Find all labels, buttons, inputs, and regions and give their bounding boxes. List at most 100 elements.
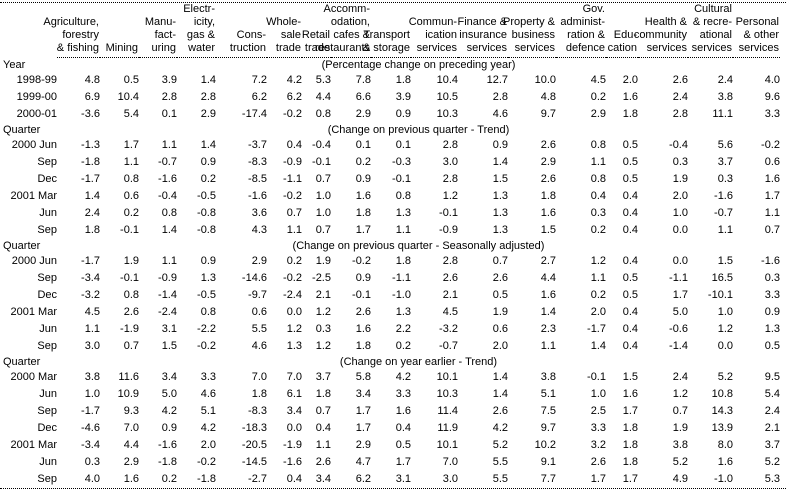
value-cell-construction: 1.8: [251, 388, 267, 400]
column-header-line: insurance: [459, 29, 507, 41]
value-cell-gov-administration-defence: 1.2: [590, 255, 606, 267]
section-header-row: Quarter (Change on previous quarter - Sea…: [0, 239, 780, 253]
value-cell-education: 0.4: [622, 207, 638, 219]
value-cell-health-community-services: 2.6: [672, 74, 688, 86]
value-cell-wholesale-trade: -0.2: [283, 108, 302, 120]
value-cell-education: 1.8: [622, 456, 638, 468]
value-cell-wholesale-trade: 1.1: [286, 224, 302, 236]
value-cell-retail-trade: 1.2: [315, 306, 331, 318]
value-cell-education: 2.0: [622, 74, 638, 86]
value-cell-agriculture-forestry-fishing: 1.0: [84, 388, 100, 400]
column-header-line: Health &: [644, 16, 687, 28]
value-cell-cultural-recreational-services: 10.8: [711, 388, 733, 400]
value-cell-wholesale-trade: -0.9: [283, 156, 302, 168]
value-cell-property-business-services: 4.4: [540, 272, 556, 284]
value-cell-health-community-services: 5.0: [672, 306, 688, 318]
column-header-line: community: [633, 29, 687, 41]
table-row: Jun 1.0 10.9 5.0 4.6 1.8 6.1 1.8 3.4 3.3 10.3 1.4 5.…: [0, 386, 780, 403]
value-cell-finance-insurance-services: 2.8: [492, 91, 508, 103]
row-label: 1998-99: [16, 74, 57, 86]
value-cell-communication-services: -0.9: [439, 224, 458, 236]
value-cell-gov-administration-defence: 1.4: [590, 340, 606, 352]
column-header-line: sale: [280, 29, 301, 41]
value-cell-retail-trade: -0.4: [312, 139, 331, 151]
value-cell-gov-administration-defence: 2.0: [590, 306, 606, 318]
column-header-row: Agriculture, forestry & fishing Mining Manu-…: [0, 3, 780, 58]
row-label: Jun: [39, 207, 57, 219]
value-cell-construction: -9.7: [248, 289, 267, 301]
value-cell-accommodation-cafes-restaurants: 0.1: [355, 139, 371, 151]
value-cell-electricity-gas-water: 4.6: [200, 388, 216, 400]
value-cell-finance-insurance-services: 2.6: [492, 272, 508, 284]
value-cell-electricity-gas-water: -0.2: [197, 340, 216, 352]
row-label: Jun: [39, 456, 57, 468]
value-cell-communication-services: 7.0: [442, 456, 458, 468]
row-label: 1999-00: [16, 91, 57, 103]
value-cell-health-community-services: 1.9: [672, 422, 688, 434]
value-cell-agriculture-forestry-fishing: 1.8: [84, 224, 100, 236]
value-cell-agriculture-forestry-fishing: -4.6: [81, 422, 100, 434]
value-cell-property-business-services: 5.1: [540, 388, 556, 400]
value-cell-electricity-gas-water: 0.2: [200, 173, 216, 185]
value-cell-wholesale-trade: -1.6: [283, 456, 302, 468]
value-cell-health-community-services: 1.9: [672, 173, 688, 185]
value-cell-agriculture-forestry-fishing: 1.1: [84, 323, 100, 335]
value-cell-cultural-recreational-services: 1.5: [717, 255, 733, 267]
column-header-label: Health & community services: [634, 16, 687, 55]
value-cell-property-business-services: 9.7: [540, 108, 556, 120]
value-cell-health-community-services: 1.7: [672, 289, 688, 301]
table-row: Sep 3.0 0.7 1.5 -0.2 4.6 1.3 1.2 1.8 0.2 -0.7 2.0 1.…: [0, 338, 780, 355]
value-cell-health-community-services: -0.4: [669, 139, 688, 151]
table-row: 2001 Mar 1.4 0.6 -0.4 -0.5 -1.6 -0.2 1.0 1.6 0.8 1…: [0, 188, 780, 205]
value-cell-finance-insurance-services: 1.9: [492, 306, 508, 318]
value-cell-education: 0.4: [622, 323, 638, 335]
value-cell-mining: 1.9: [123, 255, 139, 267]
value-cell-construction: 0.6: [251, 306, 267, 318]
value-cell-property-business-services: 1.1: [540, 340, 556, 352]
column-header-line: & recre-: [692, 16, 732, 28]
value-cell-education: 1.7: [622, 473, 638, 485]
value-cell-education: 1.6: [622, 388, 638, 400]
table-row: Sep -1.8 1.1 -0.7 0.9 -8.3 -0.9 -0.1 0.2 -0.3 3.0 1…: [0, 154, 780, 171]
value-cell-manufacturing: 1.1: [161, 139, 177, 151]
value-cell-manufacturing: 0.1: [161, 108, 177, 120]
value-cell-agriculture-forestry-fishing: 3.0: [84, 340, 100, 352]
column-header-label: Property & business services: [503, 16, 555, 55]
value-cell-retail-trade: 0.8: [315, 108, 331, 120]
column-header-line: restaurants: [314, 42, 370, 54]
value-cell-cultural-recreational-services: 1.2: [717, 323, 733, 335]
value-cell-cultural-recreational-services: 5.6: [717, 139, 733, 151]
value-cell-personal-other-services: 2.1: [764, 422, 780, 434]
value-cell-health-community-services: 3.8: [672, 439, 688, 451]
value-cell-property-business-services: 1.4: [540, 306, 556, 318]
column-header-line: Agriculture,: [43, 16, 99, 28]
column-header-line: services: [738, 42, 779, 54]
value-cell-gov-administration-defence: 4.5: [590, 74, 606, 86]
value-cell-accommodation-cafes-restaurants: 1.6: [355, 323, 371, 335]
value-cell-gov-administration-defence: 3.3: [590, 422, 606, 434]
value-cell-finance-insurance-services: 1.4: [492, 371, 508, 383]
value-cell-property-business-services: 10.2: [534, 439, 556, 451]
value-cell-retail-trade: 0.7: [315, 173, 331, 185]
value-cell-electricity-gas-water: 1.4: [200, 74, 216, 86]
value-cell-agriculture-forestry-fishing: -3.4: [81, 272, 100, 284]
value-cell-communication-services: -0.1: [439, 207, 458, 219]
value-cell-communication-services: 4.5: [442, 306, 458, 318]
column-header-label: Mining: [106, 42, 138, 55]
value-cell-agriculture-forestry-fishing: -1.7: [81, 255, 100, 267]
value-cell-retail-trade: 1.2: [315, 340, 331, 352]
column-header-line: Electr-: [183, 3, 215, 15]
column-header-cultural-recreational-services: Cultural & recre-ational services: [688, 3, 733, 58]
value-cell-electricity-gas-water: 1.4: [200, 139, 216, 151]
value-cell-construction: 4.3: [251, 224, 267, 236]
value-cell-retail-trade: 0.4: [315, 422, 331, 434]
value-cell-education: 0.5: [622, 289, 638, 301]
value-cell-personal-other-services: 9.6: [764, 91, 780, 103]
value-cell-communication-services: 10.5: [436, 91, 458, 103]
value-cell-property-business-services: 2.6: [540, 139, 556, 151]
value-cell-property-business-services: 2.3: [540, 323, 556, 335]
value-cell-personal-other-services: 0.3: [764, 272, 780, 284]
value-cell-gov-administration-defence: 2.9: [590, 108, 606, 120]
value-cell-transport-storage: -1.0: [392, 289, 411, 301]
value-cell-property-business-services: 9.1: [540, 456, 556, 468]
